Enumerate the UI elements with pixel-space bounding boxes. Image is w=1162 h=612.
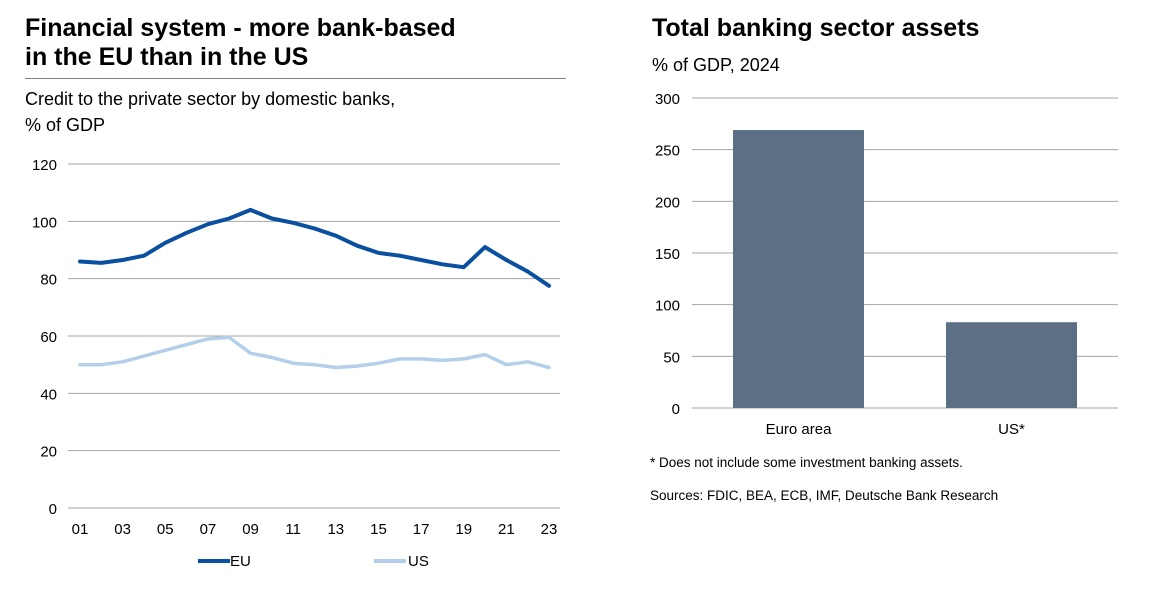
x-tick-label: 05	[157, 521, 174, 538]
y-tick-label: 60	[40, 329, 57, 346]
right-chart-subtitle: % of GDP, 2024	[652, 55, 780, 75]
y-tick-label: 80	[40, 272, 57, 289]
x-tick-label: 23	[541, 521, 558, 538]
x-category-label: Euro area	[766, 421, 833, 438]
left-title-line-2: in the EU than in the US	[25, 43, 309, 71]
x-tick-label: 09	[242, 521, 259, 538]
left-chart-panel: Financial system - more bank-based in th…	[0, 0, 580, 612]
x-tick-label: 07	[200, 521, 217, 538]
x-tick-label: 21	[498, 521, 515, 538]
bar-chart: 0 50 100 150 200 250 300 Euro area US*	[655, 91, 1118, 438]
x-tick-label: 11	[285, 521, 301, 538]
x-category-label: US*	[998, 421, 1025, 438]
y-tick-label: 20	[40, 444, 57, 461]
bar-euro-area	[733, 130, 864, 409]
series-line-us	[78, 335, 551, 370]
bar-us	[946, 322, 1077, 408]
y-tick-label: 250	[655, 143, 680, 160]
left-chart-subtitle: Credit to the private sector by domestic…	[25, 86, 395, 138]
y-tick-label: 100	[655, 298, 680, 315]
x-tick-label: 01	[72, 521, 89, 538]
series-line-eu	[78, 207, 551, 288]
x-tick-label: 03	[114, 521, 131, 538]
x-tick-label: 15	[370, 521, 387, 538]
footnote: * Does not include some investment banki…	[650, 455, 963, 470]
y-tick-label: 200	[655, 194, 680, 211]
right-chart-title: Total banking sector assets	[652, 14, 980, 42]
legend-label-us: US	[408, 553, 429, 570]
left-chart-title: Financial system - more bank-based in th…	[25, 14, 456, 72]
x-tick-label: 17	[413, 521, 430, 538]
y-tick-label: 0	[49, 501, 57, 518]
y-tick-label: 40	[40, 386, 57, 403]
y-tick-label: 0	[672, 401, 680, 418]
x-tick-label: 19	[455, 521, 472, 538]
y-tick-label: 120	[32, 157, 57, 174]
right-chart-panel: Total banking sector assets % of GDP, 20…	[640, 0, 1162, 612]
left-subtitle-line-2: % of GDP	[25, 115, 106, 135]
left-title-divider	[25, 78, 566, 79]
line-chart: 0 20 40 60 80 100 120 01 03 05 07 09 11 13 15 17 19 21 23 E…	[32, 157, 560, 570]
y-tick-label: 150	[655, 246, 680, 263]
y-tick-label: 100	[32, 214, 57, 231]
x-tick-label: 13	[327, 521, 344, 538]
left-subtitle-line-1: Credit to the private sector by domestic…	[25, 89, 396, 109]
sources-note: Sources: FDIC, BEA, ECB, IMF, Deutsche B…	[650, 488, 999, 503]
left-title-line-1: Financial system - more bank-based	[25, 14, 456, 42]
y-tick-label: 50	[663, 349, 680, 366]
y-tick-label: 300	[655, 91, 680, 108]
legend-label-eu: EU	[230, 553, 251, 570]
